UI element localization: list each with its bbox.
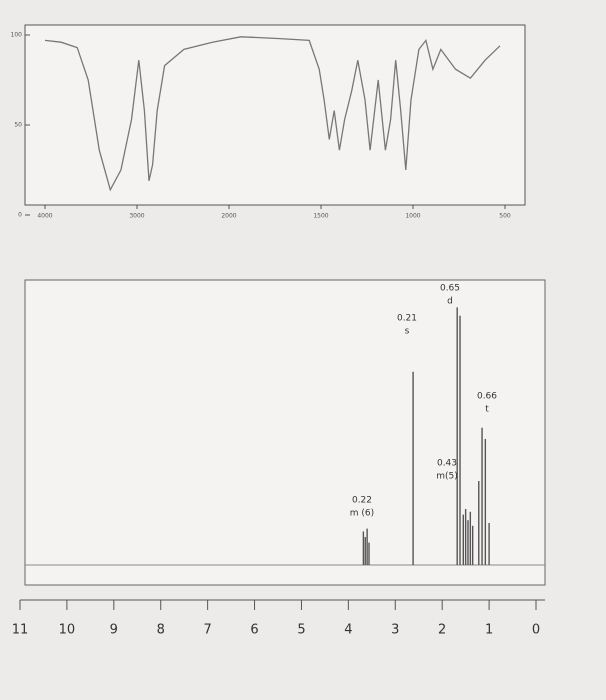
- y-tick-label: 100: [11, 32, 23, 39]
- y-tick-label: 0: [18, 212, 22, 219]
- x-tick-label: 1000: [405, 213, 420, 220]
- peak-annotation: m (6): [350, 509, 374, 519]
- x-tick-label: 0: [532, 623, 540, 638]
- x-tick-label: 5: [297, 623, 305, 638]
- x-tick-label: 4000: [37, 213, 52, 220]
- x-tick-label: 1500: [313, 213, 328, 220]
- x-tick-label: 6: [250, 623, 258, 638]
- nmr-frame: [24, 279, 546, 586]
- x-tick-label: 10: [59, 623, 76, 638]
- peak-annotation: 0.21: [397, 314, 417, 324]
- peak-annotation: 0.22: [352, 496, 372, 506]
- ir-frame: [24, 24, 526, 206]
- x-tick-label: 4: [344, 623, 352, 638]
- peak-annotation: d: [447, 297, 453, 307]
- x-tick-label: 7: [203, 623, 211, 638]
- x-tick-label: 9: [110, 623, 118, 638]
- ir-trace: [44, 36, 501, 192]
- peak-annotation: s: [405, 327, 410, 337]
- x-tick-label: 2000: [221, 213, 236, 220]
- x-tick-label: 1: [485, 623, 493, 638]
- x-tick-label: 2: [438, 623, 446, 638]
- peak-annotation: t: [485, 405, 489, 415]
- y-tick-label: 50: [14, 122, 22, 129]
- x-tick-label: 3000: [129, 213, 144, 220]
- peak-annotation: 0.43: [437, 459, 457, 469]
- x-tick-label: 11: [12, 623, 29, 638]
- x-tick-label: 3: [391, 623, 399, 638]
- peak-annotation: m(5): [436, 472, 458, 482]
- peak-annotation: 0.65: [440, 284, 460, 294]
- x-tick-label: 8: [157, 623, 165, 638]
- x-tick-label: 500: [499, 213, 511, 220]
- peak-annotation: 0.66: [477, 392, 497, 402]
